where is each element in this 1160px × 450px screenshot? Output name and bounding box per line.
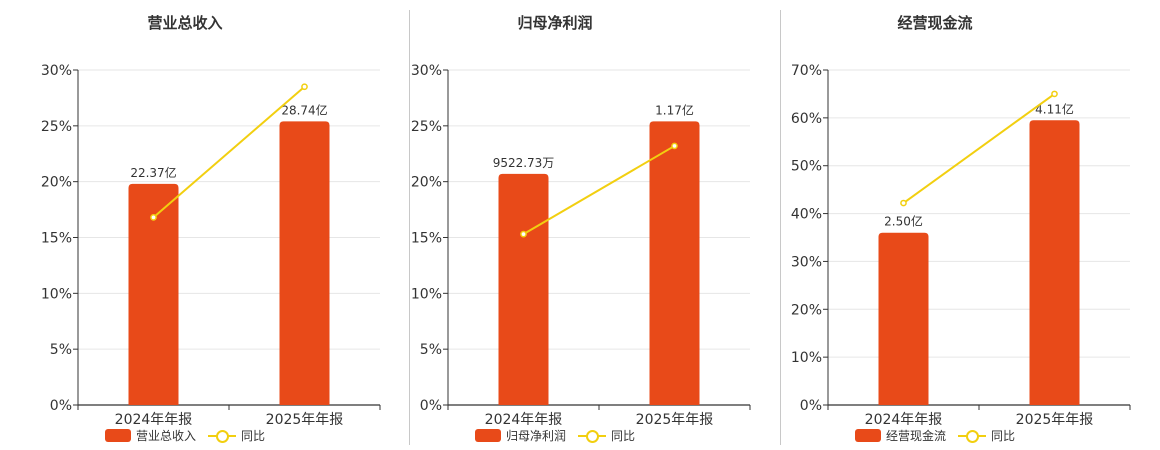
- bar: [1029, 120, 1080, 405]
- panel-divider: [409, 10, 410, 445]
- chart-revenue: 营业总收入 0% 5% 10% 15% 20% 25% 30% 22.37亿 28.74亿 202…: [0, 0, 381, 450]
- chart-plot: 0% 5% 10% 15% 20% 25% 30% 9522.73万 1.17亿 2024年年报 2…: [411, 63, 751, 425]
- y-tick-label: 20%: [791, 302, 822, 318]
- yoy-point: [520, 230, 527, 238]
- yoy-point: [671, 142, 678, 150]
- bar-data-label: 1.17亿: [655, 102, 694, 117]
- y-tick-label: 20%: [411, 175, 442, 191]
- bar-data-label: 22.37亿: [130, 165, 176, 180]
- chart-title: 营业总收入: [147, 14, 223, 32]
- x-tick-label: 2025年年报: [266, 412, 344, 425]
- y-tick-label: 30%: [41, 63, 72, 79]
- x-tick-label: 2024年年报: [865, 412, 943, 425]
- legend-item-bar[interactable]: 经营现金流: [854, 427, 946, 444]
- legend-item-bar[interactable]: 营业总收入: [104, 427, 196, 444]
- y-tick-label: 10%: [791, 350, 822, 366]
- yoy-point: [150, 214, 157, 221]
- yoy-line: [902, 93, 1056, 204]
- bar-data-label: 2.50亿: [884, 214, 923, 229]
- legend-item-bar[interactable]: 归母净利润: [474, 427, 566, 444]
- y-tick-label: 0%: [50, 398, 72, 414]
- legend-bar-label: 营业总收入: [135, 429, 196, 443]
- chart-legend: 归母净利润 同比: [370, 427, 740, 444]
- legend-bar-swatch: [854, 429, 881, 442]
- legend-bar-swatch: [474, 429, 501, 442]
- chart-operating-cash-flow: 经营现金流 0% 10% 20% 30% 40% 50% 60% 70% 2.50亿 4.11亿 2…: [750, 0, 1131, 450]
- x-tick-label: 2025年年报: [636, 412, 714, 425]
- y-tick-label: 25%: [411, 119, 442, 135]
- chart-title: 经营现金流: [897, 14, 973, 32]
- legend-line-swatch: [958, 429, 986, 443]
- legend-bar-label: 经营现金流: [885, 429, 946, 443]
- y-tick-label: 15%: [41, 231, 72, 247]
- yoy-point: [1051, 90, 1058, 98]
- x-tick-label: 2024年年报: [115, 412, 193, 425]
- chart-plot: 0% 10% 20% 30% 40% 50% 60% 70% 2.50亿 4.11亿 2024年年报…: [791, 63, 1131, 425]
- y-tick-label: 70%: [791, 63, 822, 79]
- chart-legend: 经营现金流 同比: [750, 427, 1120, 444]
- panel-divider: [780, 10, 781, 445]
- bar: [279, 121, 330, 405]
- y-tick-label: 30%: [411, 63, 442, 79]
- bar-data-label: 28.74亿: [281, 102, 327, 117]
- legend-line-label: 同比: [991, 429, 1016, 443]
- legend-item-line[interactable]: 同比: [578, 427, 635, 444]
- legend-bar-label: 归母净利润: [505, 429, 566, 443]
- y-tick-label: 10%: [41, 286, 72, 302]
- y-tick-label: 25%: [41, 119, 72, 135]
- y-tick-label: 10%: [411, 286, 442, 302]
- legend-line-swatch: [578, 429, 606, 443]
- chart-title: 归母净利润: [517, 14, 593, 32]
- y-tick-label: 5%: [420, 342, 442, 358]
- bar: [649, 121, 700, 405]
- y-tick-label: 50%: [791, 159, 822, 175]
- chart-legend: 营业总收入 同比: [0, 427, 370, 444]
- legend-item-line[interactable]: 同比: [208, 427, 265, 444]
- legend-item-line[interactable]: 同比: [958, 427, 1015, 444]
- chart-net-profit: 归母净利润 0% 5% 10% 15% 20% 25% 30% 9522.73万 1.17亿 20…: [370, 0, 751, 450]
- yoy-line: [152, 85, 306, 219]
- bar: [878, 232, 929, 405]
- y-tick-label: 15%: [411, 231, 442, 247]
- legend-line-swatch: [208, 429, 236, 443]
- y-tick-label: 0%: [800, 398, 822, 414]
- x-tick-label: 2024年年报: [485, 412, 563, 425]
- yoy-point: [900, 199, 907, 207]
- y-tick-label: 20%: [41, 175, 72, 191]
- bar: [498, 173, 549, 405]
- legend-line-label: 同比: [611, 429, 636, 443]
- y-tick-label: 5%: [50, 342, 72, 358]
- legend-bar-swatch: [104, 429, 131, 442]
- y-tick-label: 30%: [791, 254, 822, 270]
- y-tick-label: 0%: [420, 398, 442, 414]
- bar-data-label: 4.11亿: [1035, 101, 1074, 116]
- yoy-line: [522, 145, 676, 236]
- y-tick-label: 40%: [791, 207, 822, 223]
- chart-plot: 0% 5% 10% 15% 20% 25% 30% 22.37亿 28.74亿 2024年年报 20…: [41, 63, 381, 425]
- yoy-point: [301, 83, 308, 91]
- x-tick-label: 2025年年报: [1016, 412, 1094, 425]
- legend-line-label: 同比: [241, 429, 266, 443]
- y-tick-label: 60%: [791, 111, 822, 127]
- bar-data-label: 9522.73万: [493, 156, 555, 170]
- bar: [128, 183, 179, 405]
